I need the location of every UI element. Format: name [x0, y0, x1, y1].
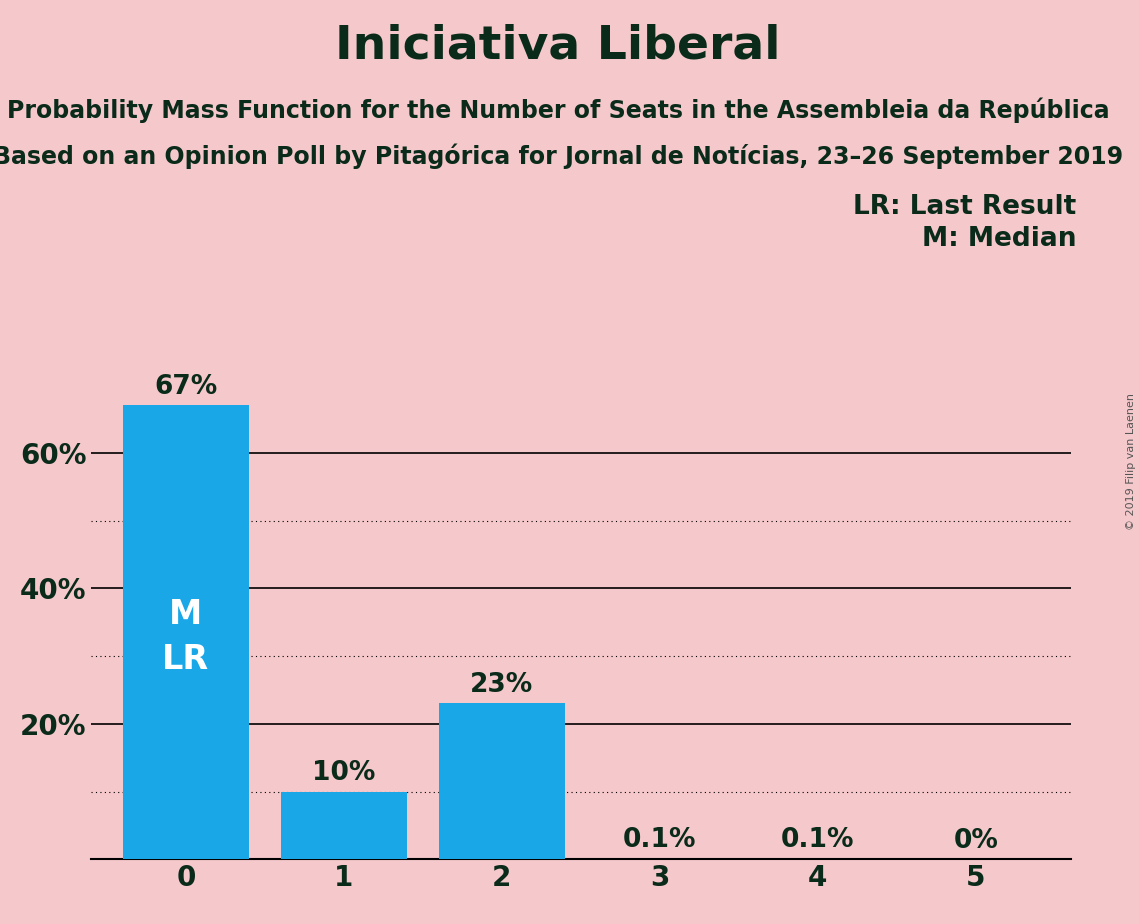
Bar [123, 406, 249, 859]
Text: 10%: 10% [312, 760, 376, 786]
Bar [280, 792, 407, 859]
Text: 23%: 23% [470, 672, 533, 698]
Text: 0.1%: 0.1% [623, 827, 697, 853]
Bar [439, 703, 565, 859]
Text: Iniciativa Liberal: Iniciativa Liberal [335, 23, 781, 68]
Text: Based on an Opinion Poll by Pitagórica for Jornal de Notícias, 23–26 September 2: Based on an Opinion Poll by Pitagórica f… [0, 143, 1123, 169]
Text: 0.1%: 0.1% [781, 827, 854, 853]
Text: LR: Last Result: LR: Last Result [853, 194, 1076, 220]
Text: 67%: 67% [154, 374, 218, 400]
Text: LR: LR [163, 643, 210, 676]
Text: M: M [170, 598, 203, 631]
Text: © 2019 Filip van Laenen: © 2019 Filip van Laenen [1126, 394, 1136, 530]
Text: M: Median: M: Median [921, 226, 1076, 252]
Text: 0%: 0% [953, 828, 998, 854]
Text: Probability Mass Function for the Number of Seats in the Assembleia da República: Probability Mass Function for the Number… [7, 97, 1109, 123]
